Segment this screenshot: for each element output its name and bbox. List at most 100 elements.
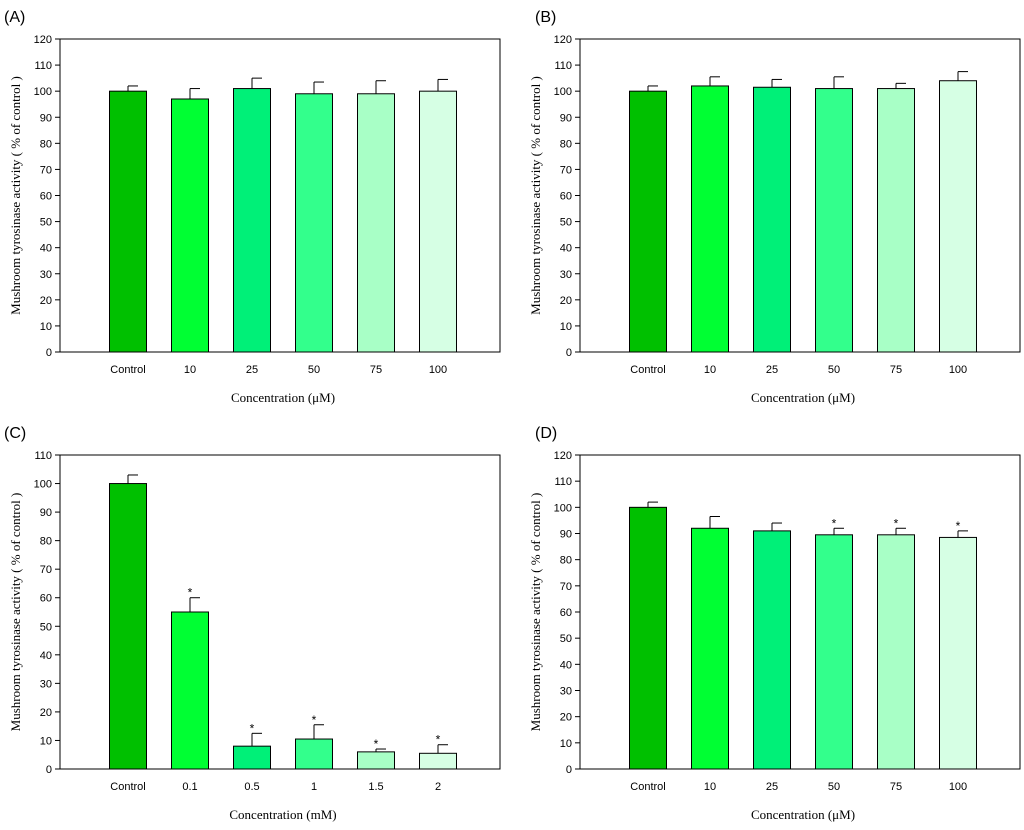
chart-panel-3: (C) 0 10 20 30 40 50 60 70 80 90 100 110 Mushroom tyr…: [4, 425, 501, 822]
y-tick-label: 30: [560, 269, 572, 281]
y-tick-label: 100: [554, 86, 572, 98]
y-tick-label: 80: [40, 536, 52, 548]
bar-75: [357, 93, 395, 353]
x-tick-label: 50: [828, 364, 840, 376]
y-tick-label: 40: [560, 659, 572, 671]
y-tick-label: 110: [554, 60, 572, 72]
panel-label: (A): [4, 9, 25, 26]
y-tick-label: 120: [554, 34, 572, 46]
bar-1.5: [357, 751, 395, 770]
y-tick-label: 10: [40, 321, 52, 333]
panel-label: (D): [535, 425, 557, 442]
y-tick-label: 70: [560, 164, 572, 176]
bar-25: [753, 530, 791, 770]
bar-0.1: [171, 611, 209, 770]
bar-1: [295, 738, 333, 770]
y-tick-label: 30: [560, 686, 572, 698]
y-tick-label: 10: [560, 738, 572, 750]
y-tick-label: 80: [40, 138, 52, 150]
panel-label: (C): [4, 425, 26, 442]
y-tick-label: 100: [554, 502, 572, 514]
x-tick-label: 25: [766, 781, 778, 793]
y-tick-label: 10: [560, 321, 572, 333]
y-tick-label: 120: [554, 450, 572, 462]
x-tick-label: 1.5: [368, 781, 383, 793]
y-tick-label: 90: [560, 529, 572, 541]
bar-100: [419, 90, 457, 353]
bar-10: [691, 85, 729, 353]
y-axis-title: Mushroom tyrosinase activity ( % of cont…: [528, 493, 543, 732]
y-tick-label: 100: [34, 479, 52, 491]
bar-10: [691, 527, 729, 770]
chart-panel-4: (D) 0 10 20 30 40 50 60 70 80 90 100 110 120 Mushroom …: [528, 425, 1021, 822]
plot-frame: [59, 454, 501, 770]
x-axis-title: Concentration (μM): [231, 390, 335, 405]
y-tick-label: 20: [560, 712, 572, 724]
bar-25: [233, 88, 271, 353]
y-tick-label: 110: [34, 450, 52, 462]
x-tick-label: 2: [435, 781, 441, 793]
y-tick-label: 20: [40, 707, 52, 719]
panel-label: (B): [535, 9, 556, 26]
bar-0.5: [233, 745, 271, 770]
significance-marker: *: [956, 519, 961, 533]
y-tick-label: 0: [46, 764, 52, 776]
y-tick-label: 100: [34, 86, 52, 98]
x-tick-label: Control: [630, 364, 665, 376]
y-tick-label: 50: [560, 633, 572, 645]
x-tick-label: Control: [630, 781, 665, 793]
x-tick-label: 25: [246, 364, 258, 376]
bar-50: [295, 93, 333, 353]
y-tick-label: 90: [40, 112, 52, 124]
y-tick-label: 70: [560, 581, 572, 593]
bar-100: [939, 536, 977, 770]
significance-marker: *: [312, 713, 317, 727]
x-tick-label: 0.1: [182, 781, 197, 793]
x-tick-label: 50: [828, 781, 840, 793]
x-tick-label: 50: [308, 364, 320, 376]
x-tick-label: Control: [110, 364, 145, 376]
x-tick-label: 25: [766, 364, 778, 376]
x-axis-title: Concentration (μM): [751, 807, 855, 822]
y-tick-label: 20: [560, 295, 572, 307]
y-tick-label: 60: [560, 191, 572, 203]
bar-Control: [629, 90, 667, 353]
bar-75: [877, 88, 915, 353]
y-tick-label: 60: [40, 593, 52, 605]
y-tick-label: 40: [40, 650, 52, 662]
y-tick-label: 90: [40, 507, 52, 519]
significance-marker: *: [436, 733, 441, 747]
y-tick-label: 30: [40, 269, 52, 281]
x-axis-title: Concentration (mM): [229, 807, 336, 822]
y-tick-label: 60: [560, 607, 572, 619]
x-tick-label: 100: [949, 781, 967, 793]
chart-panel-2: (B) 0 10 20 30 40 50 60 70 80 90 100 110 120 Mushroom …: [528, 9, 1021, 405]
bar-Control: [109, 90, 147, 353]
bar-75: [877, 534, 915, 770]
y-tick-label: 30: [40, 678, 52, 690]
x-tick-label: 100: [429, 364, 447, 376]
y-tick-label: 20: [40, 295, 52, 307]
bar-Control: [629, 506, 667, 770]
bar-Control: [109, 483, 147, 770]
x-axis-title: Concentration (μM): [751, 390, 855, 405]
x-tick-label: 75: [890, 781, 902, 793]
y-tick-label: 120: [34, 34, 52, 46]
x-tick-label: 75: [370, 364, 382, 376]
x-tick-label: 10: [184, 364, 196, 376]
y-tick-label: 80: [560, 138, 572, 150]
x-tick-label: 0.5: [244, 781, 259, 793]
bar-50: [815, 534, 853, 770]
y-tick-label: 10: [40, 735, 52, 747]
significance-marker: *: [250, 721, 255, 735]
x-tick-label: 75: [890, 364, 902, 376]
y-axis-title: Mushroom tyrosinase activity ( % of cont…: [528, 76, 543, 315]
bar-2: [419, 752, 457, 770]
bar-50: [815, 88, 853, 353]
y-tick-label: 40: [40, 243, 52, 255]
y-axis-title: Mushroom tyrosinase activity ( % of cont…: [8, 76, 23, 315]
y-tick-label: 90: [560, 112, 572, 124]
x-tick-label: Control: [110, 781, 145, 793]
y-tick-label: 40: [560, 243, 572, 255]
